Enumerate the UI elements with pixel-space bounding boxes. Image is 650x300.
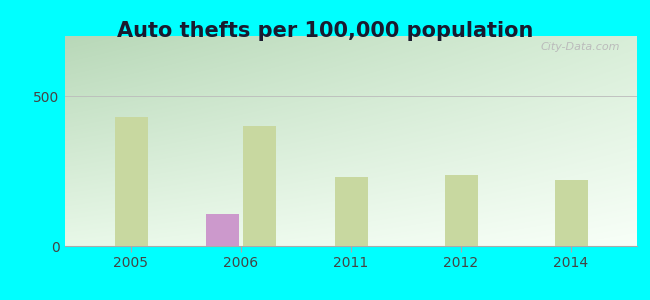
Text: City-Data.com: City-Data.com <box>540 42 620 52</box>
Bar <box>554 180 588 246</box>
Bar <box>243 126 276 246</box>
Text: Auto thefts per 100,000 population: Auto thefts per 100,000 population <box>117 21 533 41</box>
Bar <box>445 175 478 246</box>
Bar <box>335 177 367 246</box>
Bar <box>114 117 148 246</box>
Bar <box>206 214 239 246</box>
